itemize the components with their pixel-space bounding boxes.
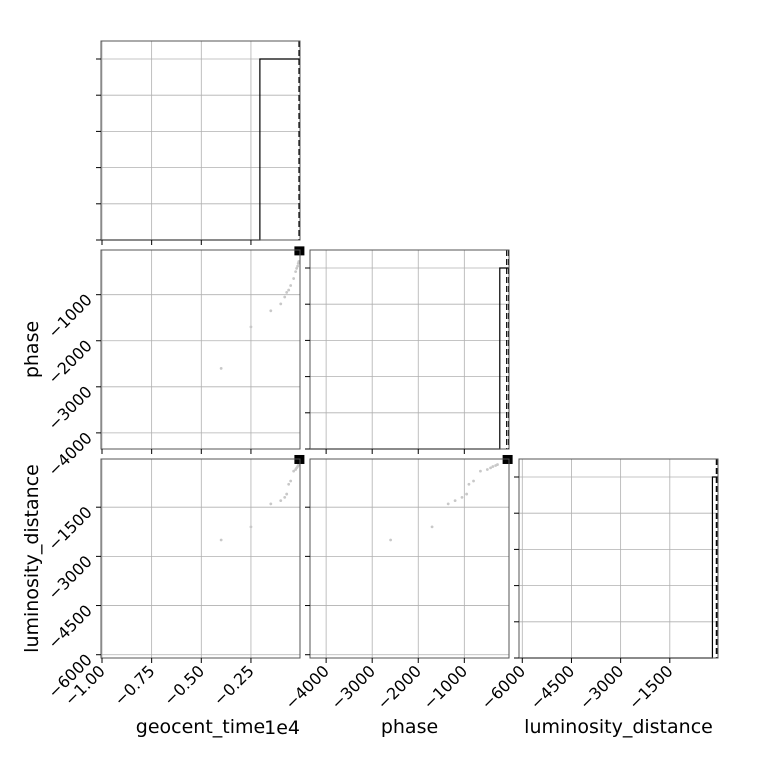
- x-axis-label-phase: phase: [381, 716, 438, 738]
- scatter-point: [292, 277, 296, 280]
- x-tick-label-phase: −1000: [419, 661, 471, 713]
- scatter-point: [287, 482, 291, 486]
- scatter-point: [269, 502, 273, 506]
- scatter-point: [453, 499, 457, 503]
- y-tick-label-luminosity_distance: −4500: [44, 601, 96, 653]
- scatter-point: [489, 466, 492, 470]
- scatter-point: [496, 463, 499, 466]
- x-tick-label-geocent_time: −0.50: [160, 661, 208, 709]
- scatter-point: [491, 465, 495, 468]
- scatter-point: [465, 492, 469, 496]
- scatter-point: [249, 325, 253, 329]
- scatter-point: [289, 479, 293, 483]
- x-axis-label-luminosity_distance: luminosity_distance: [524, 716, 713, 738]
- scatter-point: [430, 525, 434, 529]
- y-axis-label-luminosity_distance: luminosity_distance: [21, 464, 43, 653]
- y-tick-label-phase: −1000: [44, 290, 96, 342]
- scatter-point: [279, 302, 283, 306]
- scatter-point: [446, 502, 450, 506]
- scatter-point: [479, 469, 482, 473]
- y-tick-label-luminosity_distance: −1500: [44, 503, 96, 555]
- x-tick-label-phase: −4000: [281, 661, 333, 713]
- panel-phase-luminosity_distance: [309, 458, 510, 659]
- x-tick-label-luminosity_distance: −6000: [477, 661, 529, 713]
- scatter-point: [283, 495, 287, 499]
- panel-geocent_time-phase: [100, 249, 301, 450]
- scatter-point: [295, 267, 299, 270]
- panel-geocent_time-geocent_time: [100, 40, 301, 241]
- x-axis-label-geocent_time: geocent_time: [136, 716, 265, 738]
- ticks-layer: [96, 58, 671, 663]
- scatter-point: [472, 479, 475, 483]
- panel-geocent_time-luminosity_distance: [100, 458, 301, 659]
- y-tick-label-phase: −3000: [44, 382, 96, 434]
- x-axis-offset-text: 1e4: [264, 717, 300, 739]
- grid-layer: [101, 41, 718, 658]
- y-axis-label-phase: phase: [21, 321, 43, 378]
- scatter-point: [219, 538, 223, 542]
- density-cluster: [294, 246, 305, 256]
- scatter-point: [249, 525, 253, 529]
- scatter-point: [292, 469, 296, 473]
- y-tick-label-phase: −4000: [44, 428, 96, 480]
- x-tick-label-geocent_time: −0.75: [110, 661, 158, 709]
- y-tick-label-phase: −2000: [44, 336, 96, 388]
- labels-layer: −4000−3000−2000−1000−6000−4500−3000−1500…: [21, 290, 713, 739]
- x-tick-label-phase: −3000: [327, 661, 379, 713]
- scatter-point: [269, 309, 273, 313]
- x-tick-label-geocent_time: −0.25: [210, 661, 258, 709]
- scatter-point: [285, 492, 289, 496]
- scatter-point: [219, 366, 223, 370]
- scatter-point: [283, 295, 287, 299]
- scatter-point: [285, 290, 289, 294]
- panel-phase-phase: [309, 249, 510, 450]
- scatter-point: [389, 538, 393, 542]
- marks-layer: [101, 41, 719, 659]
- x-tick-label-luminosity_distance: −3000: [576, 661, 628, 713]
- scatter-point: [289, 284, 293, 287]
- y-tick-label-luminosity_distance: −3000: [44, 552, 96, 604]
- x-tick-label-luminosity_distance: −1500: [625, 661, 677, 713]
- histogram-phase: [310, 267, 509, 450]
- scatter-point: [460, 495, 464, 499]
- scatter-point: [287, 288, 291, 292]
- frames-layer: [100, 40, 719, 659]
- x-tick-label-luminosity_distance: −4500: [527, 661, 579, 713]
- histogram-luminosity_distance: [519, 476, 718, 659]
- x-tick-label-phase: −2000: [373, 661, 425, 713]
- scatter-point: [467, 482, 471, 486]
- histogram-geocent_time: [101, 58, 300, 241]
- scatter-point: [485, 468, 489, 471]
- scatter-point: [296, 264, 300, 268]
- scatter-point: [279, 499, 283, 503]
- panel-luminosity_distance-luminosity_distance: [518, 458, 719, 659]
- scatter-point: [294, 270, 298, 274]
